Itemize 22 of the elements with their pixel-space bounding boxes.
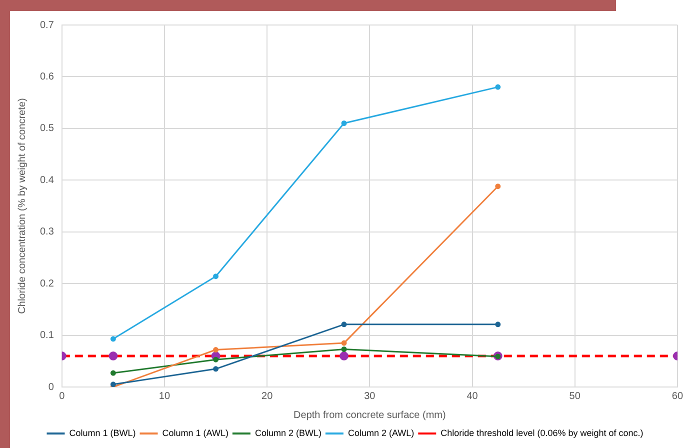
legend-label: Chloride threshold level (0.06% by weight of conc.) [440,428,644,438]
x-tick-label: 10 [158,390,170,402]
y-tick-label: 0.3 [40,226,54,238]
y-tick-label: 0.1 [40,330,54,342]
x-tick-label: 60 [672,390,684,402]
legend-label: Column 2 (BWL) [254,428,322,438]
y-tick-label: 0.2 [40,278,54,290]
y-tick-label: 0.7 [40,20,54,31]
x-axis-title: Depth from concrete surface (mm) [294,410,446,421]
legend-label: Column 1 (BWL) [69,428,136,438]
y-tick-label: 0.4 [40,174,54,186]
y-tick-label: 0.5 [40,123,54,134]
y-tick-label: 0.6 [40,71,54,82]
y-tick-label: 0 [48,382,54,393]
x-tick-label: 30 [364,390,376,402]
x-tick-label: 40 [466,390,478,402]
legend-label: Column 1 (AWL) [162,428,228,438]
y-axis-title: Chloride concentration (% by weight of concrete) [16,98,28,314]
x-tick-label: 50 [569,390,581,402]
x-tick-label: 20 [262,390,274,402]
legend-label: Column 2 (AWL) [348,428,414,438]
x-tick-label: 0 [59,390,66,402]
